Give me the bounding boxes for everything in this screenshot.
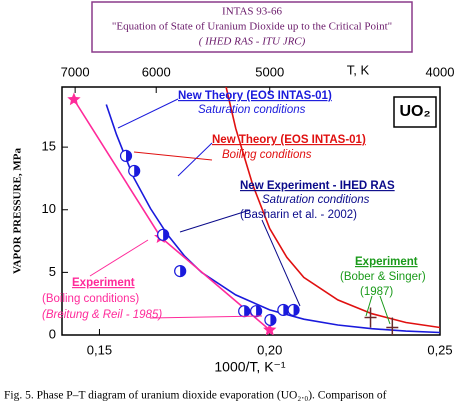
x2-tick-label: 5000 (255, 64, 284, 79)
arrow (365, 295, 373, 317)
x2-tick-label: 7000 (61, 64, 90, 79)
y-tick-label: 15 (42, 139, 56, 154)
annotation: Experiment (355, 256, 418, 268)
caption: Fig. 5. Phase P–T diagram of uranium dio… (4, 390, 387, 402)
circle-half (283, 304, 289, 316)
y-tick-label: 10 (42, 201, 56, 216)
circle-half (244, 305, 250, 317)
annotation: Saturation conditions (262, 194, 370, 206)
x-tick-label: 0,20 (257, 342, 282, 357)
arrow (133, 151, 213, 161)
circle-half (134, 165, 140, 177)
arrow (179, 209, 251, 233)
star-marker (67, 92, 81, 106)
circle-half (180, 265, 186, 277)
x-axis-label: 1000/T, K⁻¹ (214, 359, 286, 375)
y-tick-label: 5 (49, 264, 56, 279)
annotation: (Basharin et al. - 2002) (240, 209, 357, 221)
arrow (379, 295, 391, 325)
arrow (117, 98, 179, 129)
box (393, 96, 437, 128)
annotation: New Experiment - IHED RAS (240, 180, 395, 192)
star-marker (263, 323, 277, 335)
x2-tick-label: 6000 (142, 64, 171, 79)
x2-axis-label: T, K (347, 62, 370, 77)
arrow (177, 142, 213, 177)
x2-tick-label: 4000 (426, 64, 455, 79)
y-axis-label: VAPOR PRESSURE, MPa (12, 148, 24, 275)
annotation: (Boiling conditions) (42, 293, 139, 305)
annotation: Experiment (72, 277, 135, 289)
circle-half (270, 314, 276, 326)
plot-frame (61, 86, 441, 336)
header-box (91, 1, 413, 53)
circle-half (293, 304, 300, 316)
x-tick-label: 0,15 (87, 342, 112, 357)
annotation: (Bober & Singer) (340, 271, 426, 283)
cross-marker (364, 307, 377, 328)
annotation: (1987) (360, 286, 393, 298)
x-tick-label: 0,25 (427, 342, 452, 357)
arrow (261, 219, 301, 307)
series-line (225, 87, 440, 329)
arrow (149, 315, 263, 319)
annotation: Boiling conditions (222, 149, 312, 161)
header-line: ( IHED RAS - ITU JRC) (199, 36, 306, 48)
plot-area (67, 87, 440, 335)
arrow (89, 239, 149, 277)
annotation: New Theory (EOS INTAS-01) (178, 90, 332, 102)
series-line (105, 104, 440, 334)
header-line: "Equation of State of Uranium Dioxide up… (112, 21, 392, 33)
circle-half (256, 305, 262, 317)
circle-half (126, 150, 132, 162)
annotation: Saturation conditions (198, 104, 306, 116)
annotation: (Breitung & Reil - 1985) (42, 309, 162, 321)
cross-marker (386, 317, 399, 335)
circle-half (163, 229, 169, 241)
annotation: New Theory (EOS INTAS-01) (212, 134, 366, 146)
header-line: INTAS 93-66 (222, 6, 282, 18)
box-label: UO₂ (399, 103, 430, 120)
y-tick-label: 0 (49, 326, 56, 341)
